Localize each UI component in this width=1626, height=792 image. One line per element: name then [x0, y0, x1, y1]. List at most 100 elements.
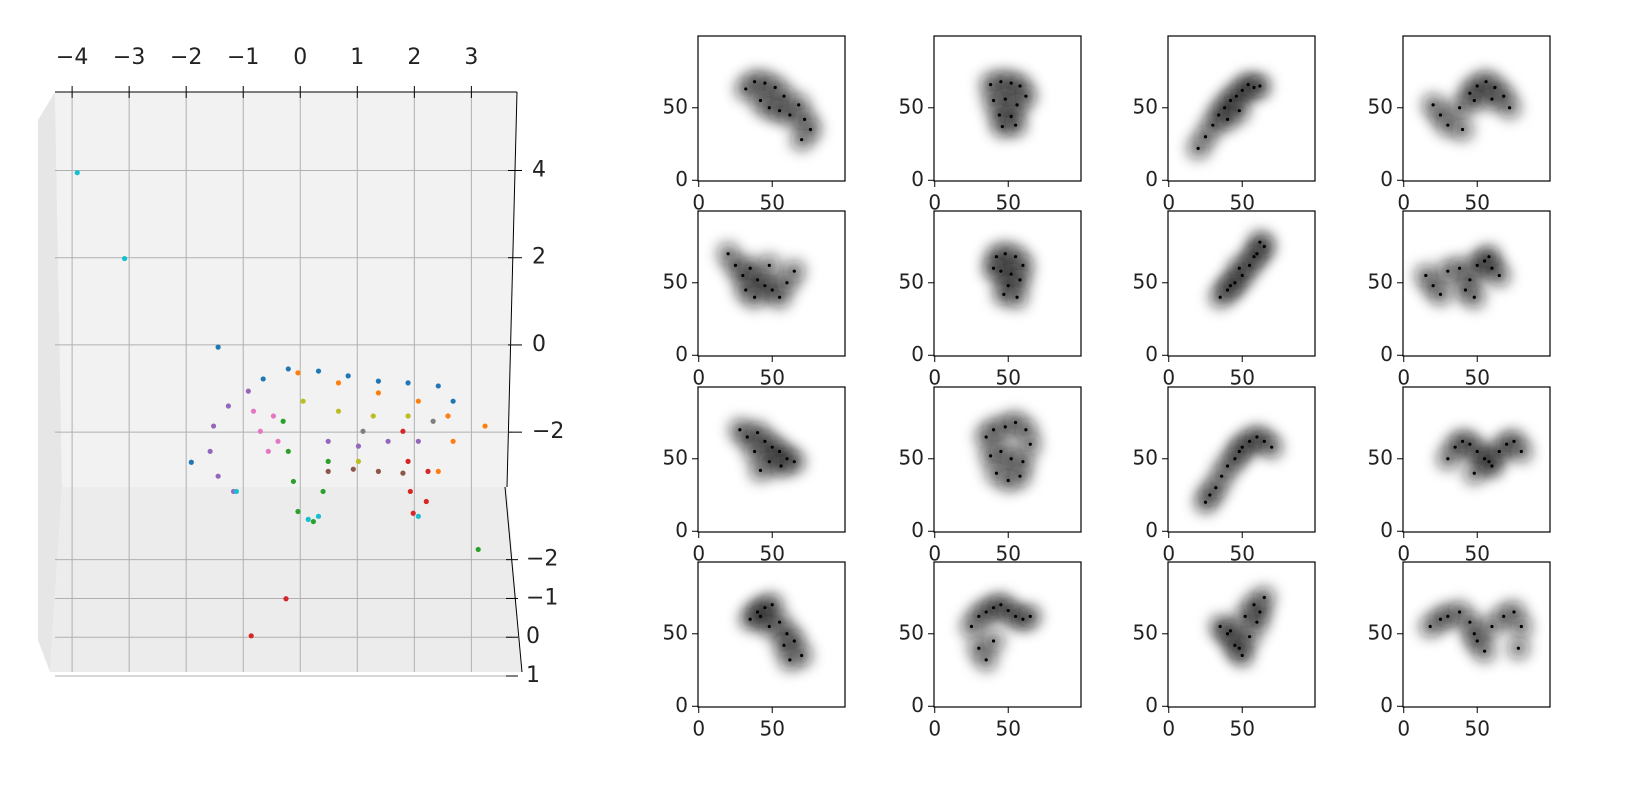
- point: [1196, 146, 1200, 150]
- point: [410, 510, 416, 516]
- point: [1475, 263, 1479, 267]
- point: [400, 428, 406, 434]
- point: [1460, 439, 1465, 443]
- x-tick-label: 0: [692, 717, 705, 741]
- x-tick-label: 0: [1162, 191, 1175, 215]
- y-tick-label: 0: [675, 518, 688, 542]
- point: [1000, 125, 1004, 129]
- point: [785, 281, 789, 285]
- point: [355, 443, 362, 449]
- y-tick-label: −2: [526, 547, 558, 572]
- point: [977, 646, 981, 650]
- x-tick-label: 50: [760, 717, 785, 741]
- point: [1225, 117, 1230, 121]
- point: [445, 413, 451, 419]
- point: [1446, 269, 1450, 273]
- point: [1013, 420, 1018, 425]
- x-tick-label: 0: [928, 542, 941, 566]
- point: [325, 468, 331, 474]
- point: [763, 439, 767, 443]
- point: [770, 603, 774, 607]
- point: [407, 488, 413, 495]
- point: [741, 273, 745, 278]
- point: [1021, 460, 1025, 464]
- point: [1270, 445, 1274, 449]
- axes-frame: [933, 35, 1082, 182]
- point: [1262, 439, 1266, 443]
- x-tick-label: 0: [1397, 542, 1410, 566]
- point: [1255, 252, 1259, 256]
- y-tick-label: 0: [911, 342, 924, 366]
- point: [1519, 449, 1523, 454]
- image: [975, 411, 1042, 492]
- point: [1211, 123, 1215, 127]
- y-tick-label: 0: [1145, 167, 1158, 191]
- point: [1009, 114, 1013, 119]
- point: [121, 255, 128, 262]
- point: [1438, 113, 1443, 117]
- point: [800, 653, 804, 658]
- point: [1003, 97, 1007, 101]
- point: [285, 448, 291, 454]
- point: [315, 368, 322, 374]
- point: [1468, 91, 1472, 95]
- y-tick-label: 1: [526, 663, 540, 688]
- point: [385, 438, 391, 444]
- x-tick-label: 50: [1230, 366, 1255, 390]
- point: [1214, 486, 1218, 490]
- y-axis-line: [504, 486, 523, 673]
- point: [1475, 84, 1479, 88]
- point: [225, 403, 231, 409]
- point: [295, 508, 301, 515]
- point: [482, 423, 488, 429]
- point: [305, 516, 311, 522]
- point: [1482, 649, 1487, 653]
- axes-frame: [1167, 210, 1316, 357]
- point: [280, 418, 286, 424]
- point: [763, 284, 767, 288]
- point: [375, 378, 381, 384]
- point: [999, 80, 1003, 84]
- point: [1497, 273, 1501, 278]
- point: [430, 418, 436, 424]
- point: [310, 518, 316, 525]
- point: [405, 380, 411, 386]
- axes-frame: [697, 386, 846, 533]
- image: [982, 242, 1034, 309]
- point: [977, 614, 981, 618]
- y-tick-label: 0: [911, 693, 924, 717]
- point: [1247, 439, 1252, 443]
- y-tick-label: 50: [1368, 94, 1393, 118]
- point: [1484, 80, 1488, 84]
- point: [1252, 603, 1256, 607]
- point: [1424, 273, 1428, 278]
- point: [207, 448, 213, 454]
- point: [245, 388, 251, 394]
- point: [1003, 252, 1007, 256]
- point: [1013, 255, 1018, 259]
- point: [250, 408, 257, 414]
- y-tick-label: −1: [526, 585, 558, 610]
- point: [802, 117, 807, 121]
- point: [1225, 288, 1230, 292]
- point: [785, 457, 789, 461]
- axes-frame: [697, 561, 846, 708]
- point: [1013, 123, 1018, 127]
- point: [1255, 435, 1259, 439]
- point: [792, 269, 796, 273]
- point: [1258, 610, 1262, 614]
- point: [797, 103, 801, 107]
- point: [792, 460, 796, 464]
- y-tick-label: 50: [1133, 94, 1158, 118]
- image: [1436, 430, 1533, 485]
- point: [1497, 449, 1501, 454]
- point: [792, 639, 796, 643]
- point: [748, 266, 752, 270]
- point: [1490, 266, 1494, 270]
- x-tick-label: 0: [928, 191, 941, 215]
- image: [979, 70, 1037, 138]
- point: [984, 610, 988, 614]
- point: [215, 344, 221, 350]
- point: [755, 431, 760, 435]
